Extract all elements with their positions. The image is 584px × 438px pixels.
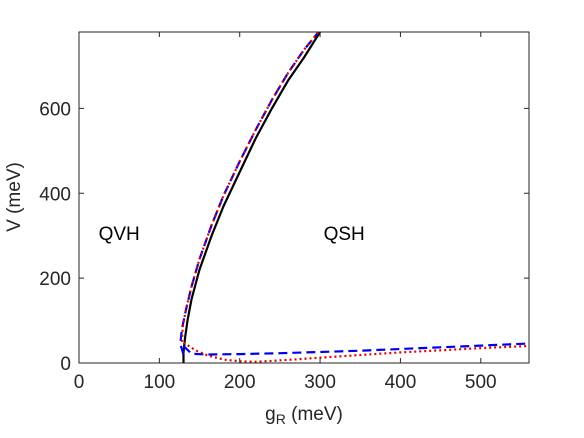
x-tick-label: 200 [224, 372, 256, 393]
series-line-4 [180, 32, 320, 342]
series-layer [179, 32, 529, 363]
x-axis-label-main: g [265, 404, 276, 425]
series-line-1 [182, 32, 322, 363]
x-tick-label: 500 [465, 372, 497, 393]
plot-frame [78, 31, 530, 364]
x-tick-label: 300 [304, 372, 336, 393]
y-tick-label: 200 [39, 269, 71, 290]
x-axis-label-subscript: R [276, 411, 286, 427]
x-tick-label: 400 [385, 372, 417, 393]
annotation-layer: QVH QSH [99, 224, 365, 245]
x-axis-label-unit: (meV) [286, 404, 343, 425]
ticks-layer: 0 100 200 300 400 500 0 200 400 600 [39, 32, 529, 393]
region-label-qvh: QVH [99, 224, 140, 245]
y-tick-label: 0 [60, 354, 71, 375]
x-tick-label: 0 [74, 372, 85, 393]
region-label-qsh: QSH [324, 224, 365, 245]
y-axis-label: V (meV) [4, 162, 25, 232]
x-tick-label: 100 [144, 372, 176, 393]
x-axis-label: gR (meV) [265, 404, 343, 427]
y-tick-label: 600 [39, 99, 71, 120]
y-tick-label: 400 [39, 184, 71, 205]
series-line-5 [182, 341, 529, 363]
plot-area [79, 32, 529, 363]
